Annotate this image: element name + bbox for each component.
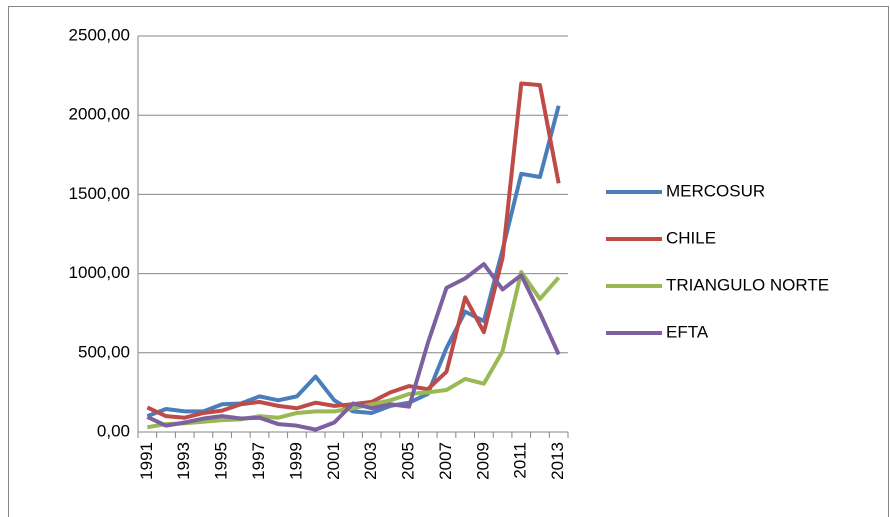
x-tick-label: 1991 — [137, 442, 156, 480]
legend-label: MERCOSUR — [666, 181, 765, 200]
y-tick-label: 500,00 — [78, 342, 130, 361]
y-tick-label: 2000,00 — [69, 105, 130, 124]
line-series — [146, 81, 561, 420]
y-tick-label: 0,00 — [97, 421, 130, 440]
x-tick-label: 2003 — [361, 442, 380, 480]
legend-label: CHILE — [666, 228, 716, 247]
x-tick-label: 1997 — [249, 442, 268, 480]
line-series — [146, 105, 561, 419]
legend-label: TRIANGULO NORTE — [666, 275, 829, 294]
y-tick-label: 2500,00 — [69, 25, 130, 44]
y-tick-label: 1500,00 — [69, 184, 130, 203]
legend-label: EFTA — [666, 322, 709, 341]
x-tick-label: 1999 — [286, 442, 305, 480]
y-tick-label: 1000,00 — [69, 263, 130, 282]
x-tick-label: 1995 — [212, 442, 231, 480]
x-tick-label: 2007 — [436, 442, 455, 480]
x-tick-label: 2001 — [324, 442, 343, 480]
x-tick-label: 2011 — [511, 442, 530, 479]
x-tick-label: 1993 — [174, 442, 193, 480]
line-series — [146, 262, 561, 432]
chart-frame — [8, 6, 889, 517]
x-tick-label: 2013 — [548, 442, 567, 480]
line-series — [147, 270, 561, 430]
x-tick-label: 2005 — [399, 442, 418, 480]
x-tick-label: 2009 — [473, 442, 492, 480]
